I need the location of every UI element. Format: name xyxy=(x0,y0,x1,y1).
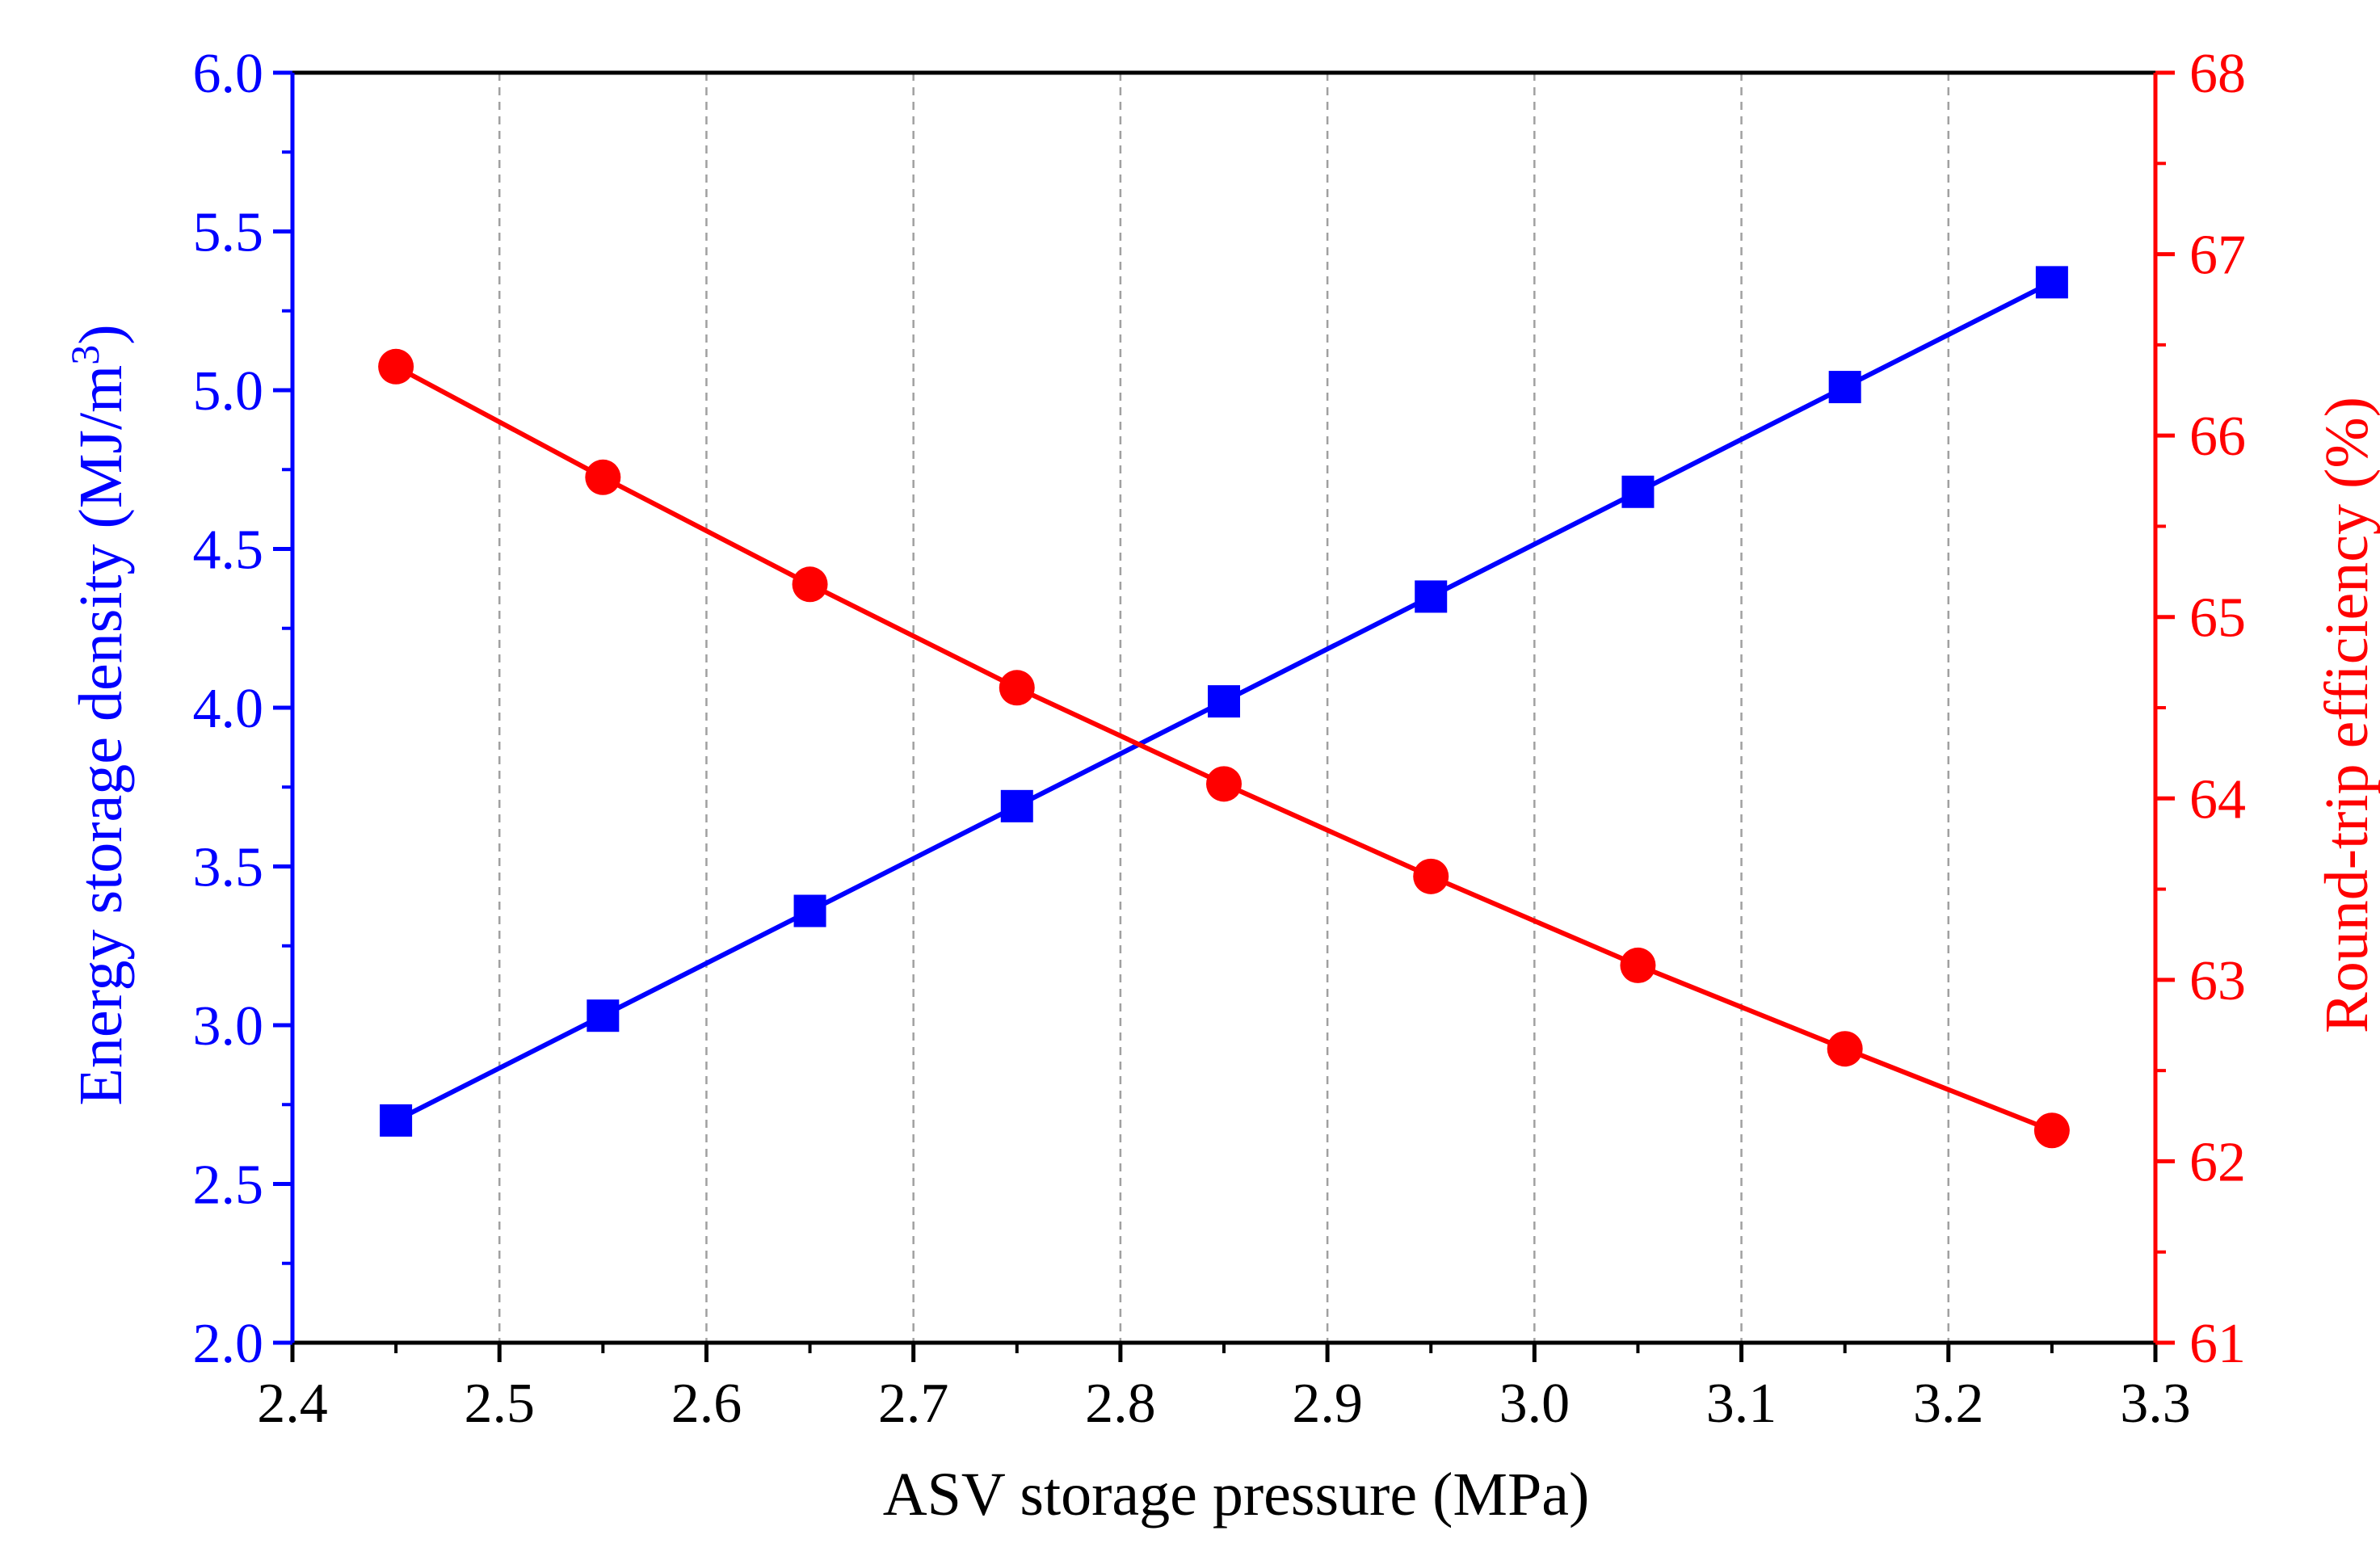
y-right-axis-title: Round-trip efficiency (%) xyxy=(2313,397,2380,1033)
y-left-axis-title: Energy storage density (MJ/m3) xyxy=(62,324,135,1105)
round-trip-efficiency-point xyxy=(792,566,828,603)
y-left-tick-label: 6.0 xyxy=(193,43,264,105)
round-trip-efficiency-point xyxy=(1413,858,1449,894)
energy-density-point xyxy=(1828,371,1861,404)
y-right-tick-label: 61 xyxy=(2189,1313,2246,1375)
x-tick-label: 3.2 xyxy=(1913,1373,1984,1435)
y-left-axis-title-text: Energy storage density (MJ/m xyxy=(67,365,135,1106)
y-left-tick-label: 2.0 xyxy=(193,1313,264,1375)
x-tick-label: 2.5 xyxy=(464,1373,535,1435)
energy-density-point xyxy=(1621,475,1655,508)
round-trip-efficiency-point xyxy=(1620,947,1656,983)
y-left-tick-label: 4.0 xyxy=(193,678,264,740)
round-trip-efficiency-point xyxy=(1827,1031,1863,1067)
y-right-tick-label: 65 xyxy=(2189,587,2246,650)
x-tick-label: 3.3 xyxy=(2120,1373,2191,1435)
x-tick-label: 2.8 xyxy=(1085,1373,1156,1435)
x-tick-label: 3.1 xyxy=(1706,1373,1777,1435)
y-left-tick-label: 5.5 xyxy=(193,202,264,264)
energy-density-point xyxy=(793,894,826,927)
x-tick-label: 2.6 xyxy=(671,1373,742,1435)
y-left-tick-label: 2.5 xyxy=(193,1154,264,1217)
y-right-tick-label: 64 xyxy=(2189,768,2246,831)
round-trip-efficiency-point xyxy=(2033,1112,2070,1149)
y-left-tick-label: 5.0 xyxy=(193,360,264,423)
round-trip-efficiency-point xyxy=(999,670,1035,706)
energy-density-point xyxy=(380,1104,413,1137)
x-tick-label: 3.0 xyxy=(1499,1373,1571,1435)
y-left-axis-title-superscript: 3 xyxy=(62,345,107,365)
grid-lines xyxy=(498,73,1950,1343)
series-layer xyxy=(378,266,2070,1149)
round-trip-efficiency-point xyxy=(1206,766,1242,802)
energy-density-point xyxy=(1415,580,1448,613)
energy-density-point xyxy=(1208,685,1240,718)
round-trip-efficiency-point xyxy=(378,348,414,385)
energy-density-point xyxy=(1000,789,1033,822)
y-left-tick-label: 3.5 xyxy=(193,837,264,899)
x-tick-label: 2.7 xyxy=(878,1373,949,1435)
energy-density-point xyxy=(587,999,620,1032)
x-axis-title: ASV storage pressure (MPa) xyxy=(883,1461,1590,1529)
x-tick-label: 2.4 xyxy=(257,1373,328,1435)
axes: 2.4 2.5 2.6 2.7 2.8 2.9 3.0 3.1 3.2 3.3 2.0 2.5 3.0 3… xyxy=(193,43,2247,1435)
x-tick-label: 2.9 xyxy=(1292,1373,1363,1435)
energy-density-point xyxy=(2035,266,2068,299)
y-left-tick-label: 4.5 xyxy=(193,519,264,582)
y-right-tick-label: 68 xyxy=(2189,43,2246,105)
y-left-axis-title-close: ) xyxy=(67,324,135,344)
y-right-tick-label: 63 xyxy=(2189,950,2246,1012)
y-right-tick-label: 66 xyxy=(2189,406,2246,468)
round-trip-efficiency-point xyxy=(585,459,621,495)
y-right-tick-label: 62 xyxy=(2189,1131,2246,1193)
y-right-tick-label: 67 xyxy=(2189,225,2246,287)
y-left-tick-label: 3.0 xyxy=(193,995,264,1058)
